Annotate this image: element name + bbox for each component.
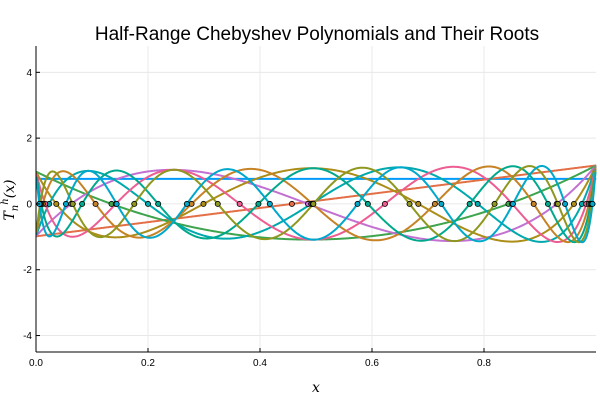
root-point-n6 bbox=[236, 200, 243, 207]
root-point-n10 bbox=[438, 200, 445, 207]
root-point-n5 bbox=[144, 200, 151, 207]
root-point-n10 bbox=[266, 200, 273, 207]
x-tick-label: 0.0 bbox=[29, 358, 43, 369]
grid bbox=[35, 46, 596, 352]
root-point-n10 bbox=[113, 200, 120, 207]
root-point-n8 bbox=[544, 200, 551, 207]
root-point-n8 bbox=[79, 200, 86, 207]
y-tick-label: 4 bbox=[26, 68, 32, 79]
root-point-n8 bbox=[364, 200, 371, 207]
root-point-n9 bbox=[69, 200, 76, 207]
root-point-n10 bbox=[62, 200, 69, 207]
x-axis-label: x bbox=[312, 380, 320, 396]
root-point-n1 bbox=[288, 200, 295, 207]
root-point-n4 bbox=[415, 200, 422, 207]
axes bbox=[35, 46, 596, 353]
root-point-n9 bbox=[310, 200, 317, 207]
y-tick-label: -2 bbox=[23, 265, 32, 276]
series-group bbox=[35, 164, 597, 244]
root-point-n10 bbox=[562, 200, 569, 207]
root-point-n10 bbox=[183, 200, 190, 207]
root-point-n9 bbox=[131, 200, 138, 207]
series-line-n10 bbox=[35, 164, 597, 244]
root-point-n9 bbox=[554, 200, 561, 207]
root-point-n8 bbox=[155, 200, 162, 207]
root-point-n9 bbox=[406, 200, 413, 207]
root-point-n5 bbox=[474, 200, 481, 207]
root-point-n9 bbox=[214, 200, 221, 207]
root-point-n9 bbox=[491, 200, 498, 207]
roots-group bbox=[36, 200, 596, 207]
root-point-n7 bbox=[431, 200, 438, 207]
root-point-n8 bbox=[466, 200, 473, 207]
series-line-n9 bbox=[35, 165, 597, 244]
chart-title: Half-Range Chebyshev Polynomials and The… bbox=[95, 24, 539, 45]
x-tick-label: 0.8 bbox=[477, 358, 491, 369]
root-point-n10 bbox=[354, 200, 361, 207]
y-tick-label: 0 bbox=[26, 199, 32, 210]
root-point-n4 bbox=[570, 200, 577, 207]
root-point-n4 bbox=[53, 200, 60, 207]
series-line-n8 bbox=[35, 165, 597, 244]
root-point-n7 bbox=[92, 200, 99, 207]
root-point-n7 bbox=[530, 200, 537, 207]
root-point-n4 bbox=[200, 200, 207, 207]
root-point-n6 bbox=[381, 200, 388, 207]
y-axis-label: Tnh(x) bbox=[0, 179, 21, 220]
root-point-n8 bbox=[255, 200, 262, 207]
root-point-n10 bbox=[509, 200, 516, 207]
x-tick-label: 0.4 bbox=[253, 358, 267, 369]
y-tick-label: -4 bbox=[23, 331, 32, 342]
root-point-n10 bbox=[589, 200, 596, 207]
y-tick-label: 2 bbox=[26, 134, 32, 145]
x-tick-label: 0.6 bbox=[365, 358, 379, 369]
x-tick-label: 0.2 bbox=[141, 358, 155, 369]
ticks: 0.0 0.2 0.4 0.6 0.8 -4 -2 0 2 4 bbox=[23, 68, 491, 369]
svg-text:Tnh(x): Tnh(x) bbox=[0, 179, 21, 220]
